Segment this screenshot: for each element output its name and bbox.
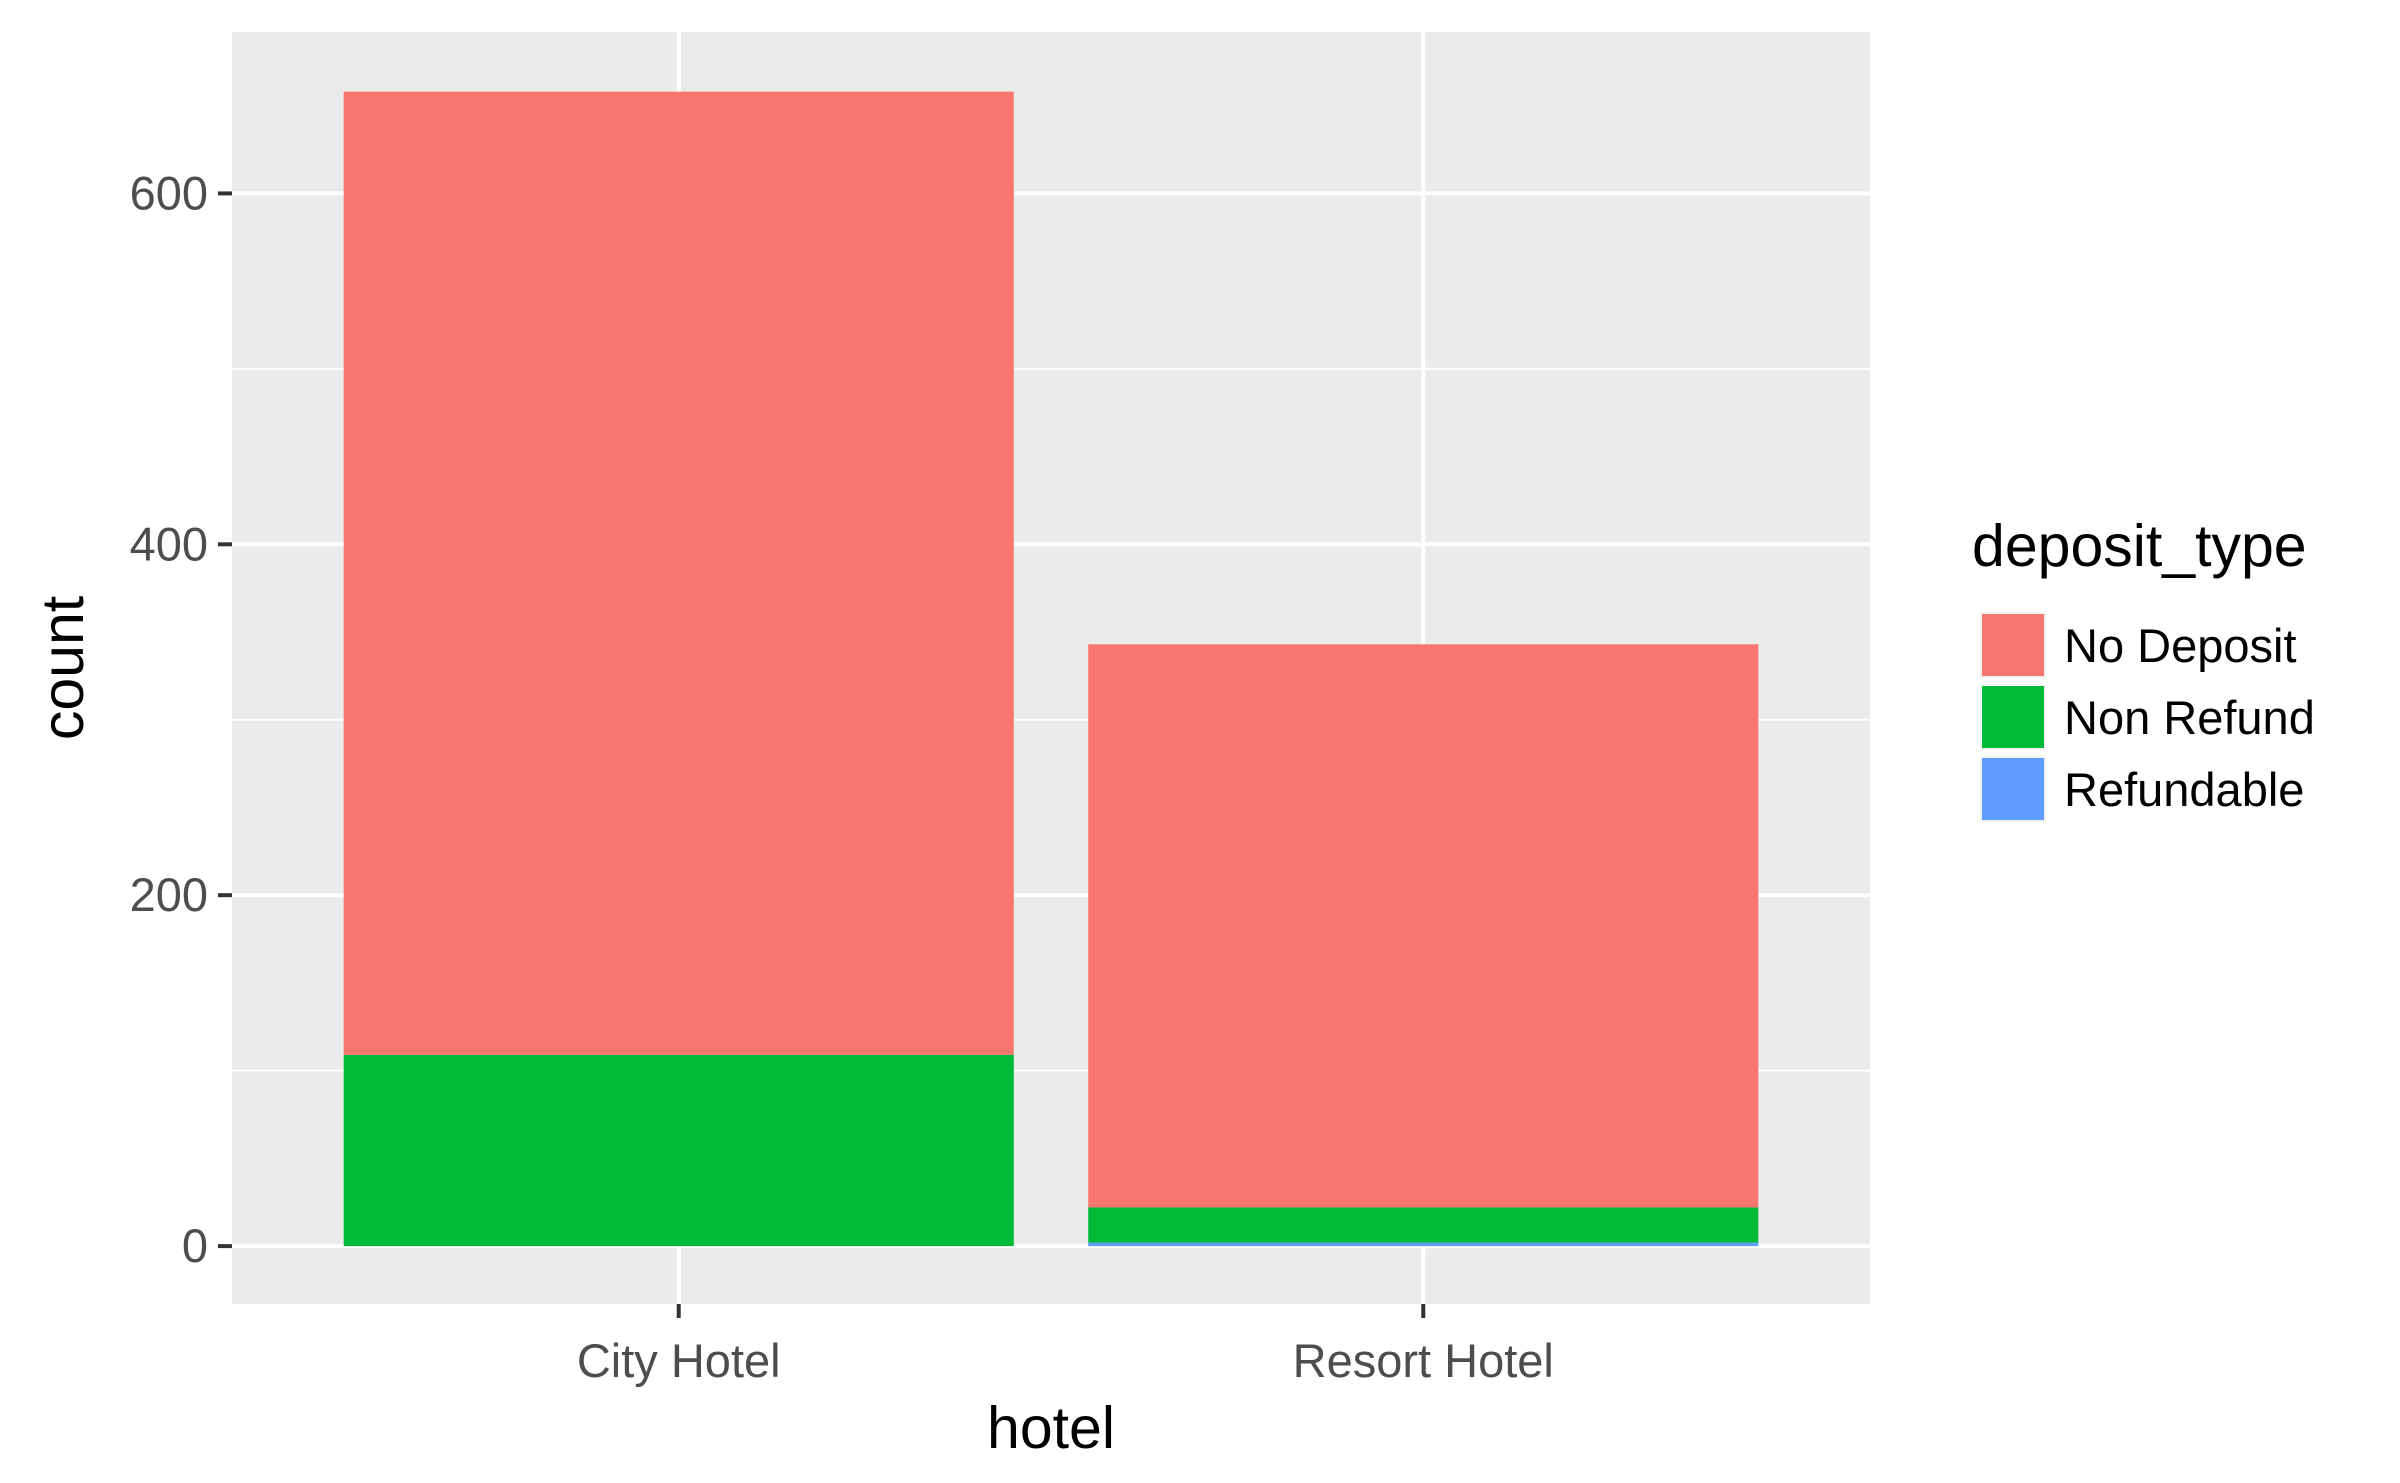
legend-swatch — [1982, 686, 2044, 748]
legend-swatch — [1982, 614, 2044, 676]
bar-no-deposit-resort-hotel — [1088, 644, 1759, 1208]
bars-layer — [343, 91, 1759, 1247]
y-tick-label: 600 — [130, 166, 208, 219]
y-tick-label: 400 — [130, 517, 208, 570]
y-tick-label: 200 — [130, 868, 208, 921]
x-axis-title: hotel — [987, 1395, 1115, 1461]
axes-layer: 0 200 400 600 City Hotel Resort Hotel — [130, 166, 1554, 1387]
legend-items: No Deposit Non Refund Refundable — [1980, 612, 2315, 822]
legend-swatch — [1982, 758, 2044, 820]
y-tick-label: 0 — [182, 1219, 208, 1272]
bar-non-refund-resort-hotel — [1088, 1207, 1759, 1243]
legend: deposit_type No Deposit Non Refund Refunda… — [1972, 513, 2315, 822]
bar-refundable-resort-hotel — [1088, 1242, 1759, 1247]
bar-no-deposit-city-hotel — [343, 91, 1014, 1055]
legend-label: No Deposit — [2064, 619, 2297, 672]
x-tick-label: City Hotel — [577, 1334, 781, 1387]
legend-title: deposit_type — [1972, 513, 2307, 579]
y-axis-title: count — [30, 596, 96, 740]
bar-non-refund-city-hotel — [343, 1054, 1014, 1247]
legend-label: Non Refund — [2064, 691, 2315, 744]
x-tick-label: Resort Hotel — [1293, 1334, 1554, 1387]
legend-label: Refundable — [2064, 763, 2304, 816]
